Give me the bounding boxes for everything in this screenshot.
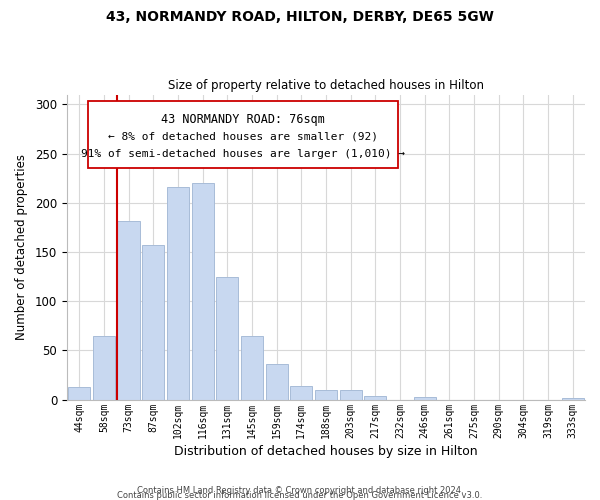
Bar xyxy=(562,398,584,400)
Text: Contains HM Land Registry data © Crown copyright and database right 2024.: Contains HM Land Registry data © Crown c… xyxy=(137,486,463,495)
Bar xyxy=(142,245,164,400)
Bar xyxy=(315,390,337,400)
Bar xyxy=(290,386,313,400)
FancyBboxPatch shape xyxy=(88,100,398,168)
Bar xyxy=(364,396,386,400)
Y-axis label: Number of detached properties: Number of detached properties xyxy=(15,154,28,340)
Text: Contains public sector information licensed under the Open Government Licence v3: Contains public sector information licen… xyxy=(118,490,482,500)
Bar xyxy=(191,183,214,400)
Bar xyxy=(266,364,288,400)
Title: Size of property relative to detached houses in Hilton: Size of property relative to detached ho… xyxy=(168,79,484,92)
Bar xyxy=(118,222,140,400)
Bar xyxy=(340,390,362,400)
Bar xyxy=(413,396,436,400)
Bar xyxy=(167,187,189,400)
Bar xyxy=(241,336,263,400)
Text: ← 8% of detached houses are smaller (92): ← 8% of detached houses are smaller (92) xyxy=(108,131,378,141)
Bar xyxy=(68,386,91,400)
Text: 43 NORMANDY ROAD: 76sqm: 43 NORMANDY ROAD: 76sqm xyxy=(161,113,325,126)
X-axis label: Distribution of detached houses by size in Hilton: Distribution of detached houses by size … xyxy=(174,444,478,458)
Bar xyxy=(93,336,115,400)
Bar xyxy=(216,276,238,400)
Text: 43, NORMANDY ROAD, HILTON, DERBY, DE65 5GW: 43, NORMANDY ROAD, HILTON, DERBY, DE65 5… xyxy=(106,10,494,24)
Text: 91% of semi-detached houses are larger (1,010) →: 91% of semi-detached houses are larger (… xyxy=(81,150,405,160)
